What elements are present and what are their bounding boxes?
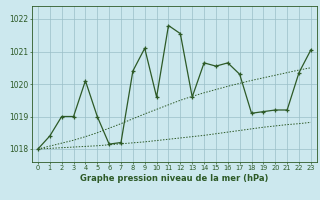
X-axis label: Graphe pression niveau de la mer (hPa): Graphe pression niveau de la mer (hPa) [80, 174, 268, 183]
